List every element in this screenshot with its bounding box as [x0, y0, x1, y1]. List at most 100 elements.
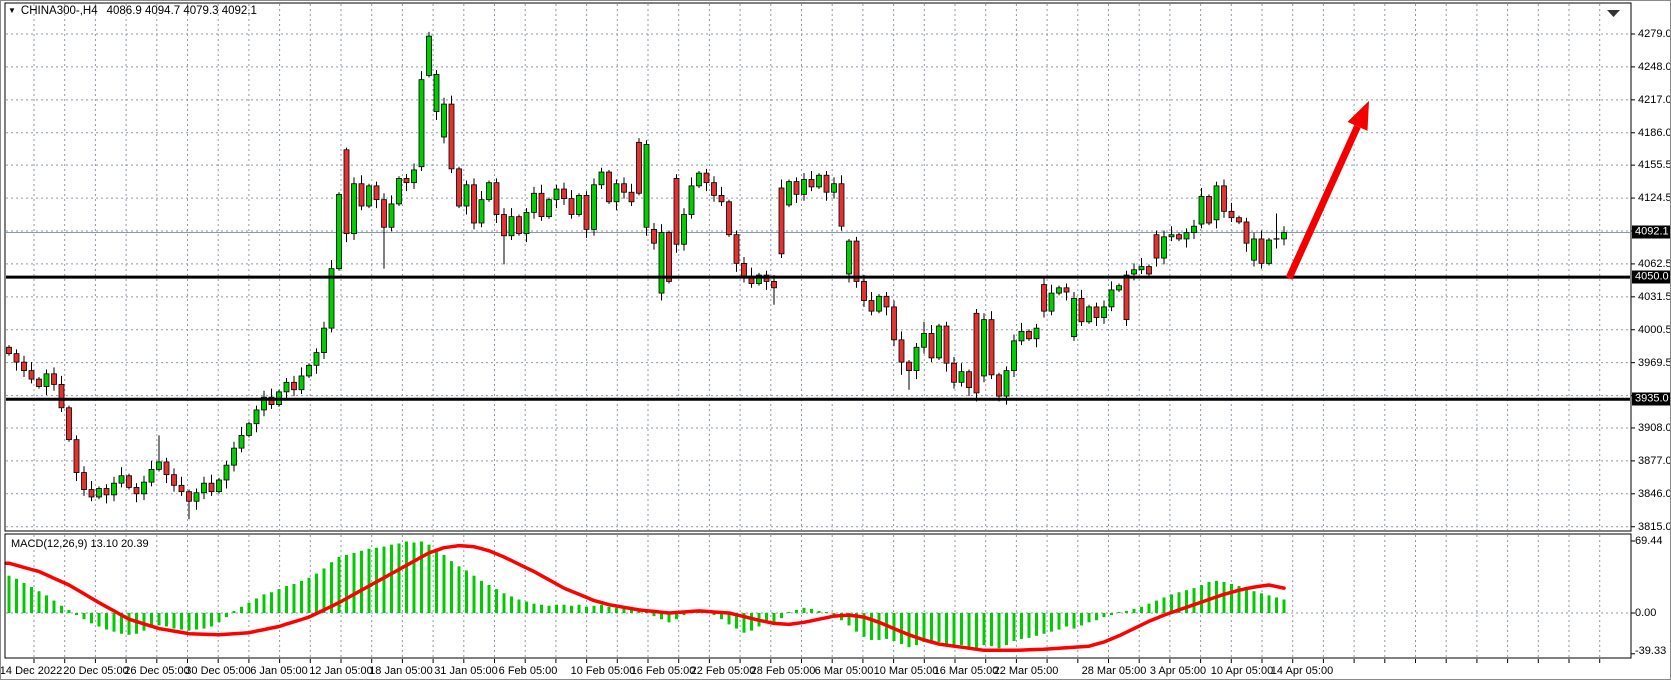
candle-bull [366, 185, 372, 207]
candle-bull [433, 73, 440, 112]
price-axis-label: 4124.5 [1638, 192, 1671, 205]
candle-bear [58, 384, 65, 409]
candle-bull [876, 295, 882, 312]
candle-bull [193, 492, 200, 502]
candle-bear [36, 378, 42, 387]
candle-bear [808, 179, 815, 188]
time-axis-label: 18 Jan 05:00 [369, 665, 433, 677]
candle-bear [973, 312, 980, 394]
candle-bull [576, 195, 582, 215]
time-axis-label: 22 Feb 05:00 [690, 665, 756, 677]
candle-bear [381, 199, 387, 228]
candle-bear [1063, 287, 1070, 293]
candle-bear [906, 361, 912, 372]
candle-bear [988, 319, 995, 376]
candle-bear [21, 361, 27, 372]
axis-ticks [33, 33, 1635, 663]
candle-bear [88, 489, 95, 498]
candle-bull [238, 434, 245, 449]
candle-bull [1056, 287, 1062, 294]
candle-bull [141, 481, 147, 495]
candle-bull [148, 468, 155, 483]
candle-bull [1011, 340, 1017, 372]
candle-bear [718, 195, 725, 203]
time-axis-label: 30 Dec 05:00 [185, 665, 251, 677]
candles-layer [6, 31, 1287, 520]
candle-bear [6, 346, 12, 355]
candle-bear [163, 461, 170, 476]
candle-bull [1251, 238, 1257, 261]
candle-bear [133, 487, 140, 495]
candle-bear [471, 184, 477, 224]
candle-bull [658, 232, 665, 294]
candle-bull [846, 240, 852, 275]
candle-bear [373, 185, 380, 201]
panel-frames [4, 2, 1632, 659]
candle-bull [816, 174, 822, 188]
time-axis-label: 28 Mar 05:00 [1081, 665, 1147, 677]
macd-layer [4, 541, 1286, 653]
candle-bear [568, 198, 575, 215]
candle-bear [358, 183, 365, 207]
trend-arrow[interactable] [1285, 100, 1369, 280]
candle-bear [66, 407, 72, 441]
price-axis-label: 4279.0 [1638, 28, 1671, 40]
candle-bear [868, 300, 875, 312]
candle-bull [351, 183, 357, 235]
candle-bear [1176, 234, 1182, 240]
price-axis-label: 3815.0 [1638, 520, 1671, 533]
candle-bull [1281, 232, 1287, 240]
candle-bull [1033, 327, 1040, 340]
candle-bull [201, 482, 207, 494]
candle-bull [1191, 225, 1197, 233]
candle-bull [1048, 292, 1055, 312]
candle-bull [1138, 266, 1145, 271]
candle-bull [613, 183, 620, 203]
candle-bull [546, 199, 552, 218]
price-axis-label: 4155.5 [1638, 159, 1671, 172]
candle-bear [1123, 274, 1130, 321]
candle-bear [651, 228, 657, 244]
candle-bear [1041, 284, 1047, 312]
candle-bull [1018, 330, 1025, 342]
price-axis-label: 4217.0 [1638, 93, 1671, 106]
candle-bull [643, 144, 650, 228]
candle-bull [96, 488, 102, 498]
candle-bull [681, 214, 687, 245]
candle-bull [283, 381, 290, 393]
candle-bear [726, 201, 732, 236]
candle-bear [1228, 210, 1235, 219]
candle-bull [598, 171, 605, 186]
price-axis-label: 4031.5 [1638, 290, 1671, 303]
time-axis-label: 14 Dec 2022 [0, 665, 63, 677]
candle-bear [1243, 221, 1250, 244]
time-axis-label: 28 Feb 05:00 [750, 665, 816, 677]
candle-bear [103, 488, 110, 496]
candle-bear [501, 214, 507, 237]
candle-bull [426, 35, 432, 76]
candle-bull [1266, 239, 1272, 264]
price-axis-label: 3846.0 [1638, 487, 1671, 500]
candle-bull [253, 409, 260, 425]
candle-bull [1071, 298, 1077, 338]
candle-bull [508, 216, 515, 237]
time-axis-label: 16 Feb 05:00 [630, 665, 696, 677]
candle-bear [996, 374, 1002, 397]
candle-bull [553, 188, 560, 201]
candle-bull [921, 333, 927, 348]
time-axis-label: 10 Mar 05:00 [873, 665, 939, 677]
candle-bear [606, 171, 612, 203]
price-axis-label: 4248.0 [1638, 60, 1671, 73]
candle-bear [583, 195, 590, 230]
candle-bull [336, 193, 342, 270]
candle-bear [1153, 234, 1160, 259]
candle-bull [1108, 289, 1115, 308]
candle-bear [178, 484, 185, 493]
price-axis-label: 4062.5 [1638, 257, 1671, 270]
candle-bear [268, 396, 275, 406]
grid-layer [6, 4, 1630, 657]
candle-bull [981, 319, 987, 377]
candle-bear [741, 262, 747, 277]
